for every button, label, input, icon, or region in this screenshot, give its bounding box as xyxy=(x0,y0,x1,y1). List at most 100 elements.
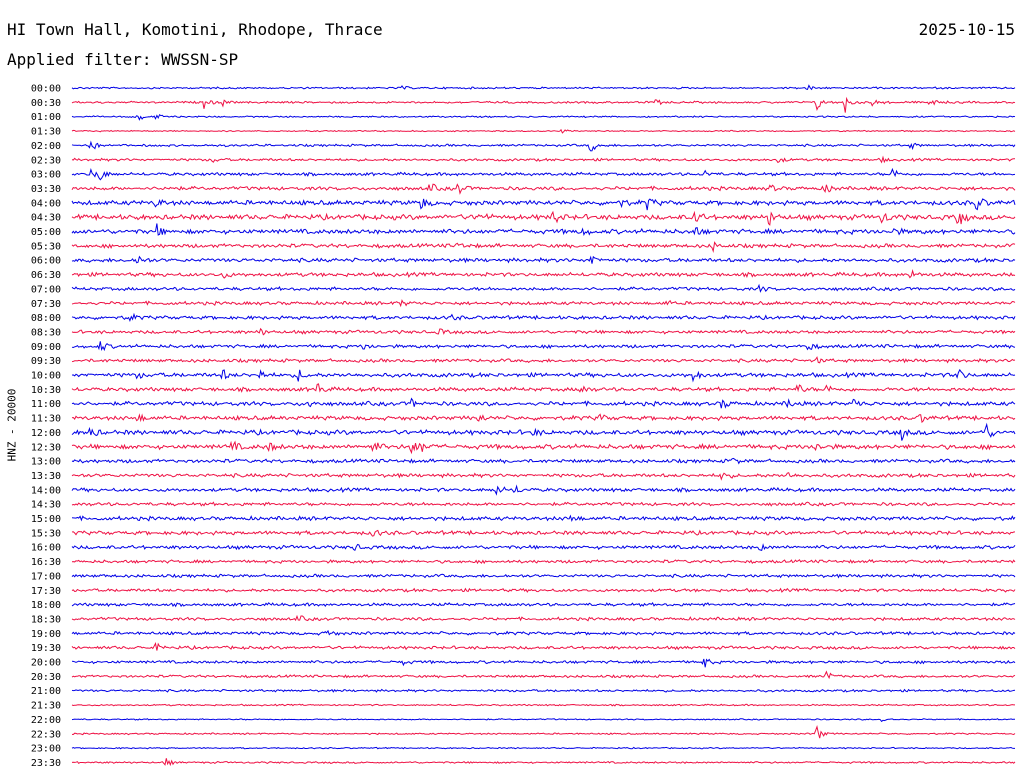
trace-2000 xyxy=(71,658,1016,668)
filter-label: Applied filter: WWSSN-SP xyxy=(7,50,239,69)
trace-2300 xyxy=(71,746,1015,750)
trace-0500 xyxy=(71,223,1016,236)
time-label: 11:00 xyxy=(31,399,61,410)
trace-0630 xyxy=(71,269,1016,279)
time-label: 23:00 xyxy=(31,744,61,755)
time-label: 16:00 xyxy=(31,543,61,554)
trace-1600 xyxy=(71,543,1016,552)
time-label: 00:00 xyxy=(31,84,61,95)
time-label: 11:30 xyxy=(31,414,61,425)
trace-0130 xyxy=(71,128,1016,134)
trace-1030 xyxy=(71,383,1016,393)
time-label: 20:30 xyxy=(31,672,61,683)
trace-1200 xyxy=(71,422,1016,441)
trace-1700 xyxy=(71,573,1016,579)
trace-1630 xyxy=(71,558,1016,565)
time-label: 02:30 xyxy=(31,155,61,166)
trace-2130 xyxy=(71,703,1015,707)
trace-0800 xyxy=(71,312,1016,322)
trace-2200 xyxy=(71,718,1015,723)
trace-1900 xyxy=(71,629,1016,636)
trace-2100 xyxy=(71,688,1016,693)
time-label: 21:00 xyxy=(31,686,61,697)
time-label: 19:30 xyxy=(31,643,61,654)
time-label: 15:00 xyxy=(31,514,61,525)
trace-1730 xyxy=(71,587,1016,593)
station-title: HI Town Hall, Komotini, Rhodope, Thrace xyxy=(7,20,383,39)
time-label: 09:30 xyxy=(31,356,61,367)
time-label: 04:00 xyxy=(31,198,61,209)
time-label: 22:00 xyxy=(31,715,61,726)
time-label: 07:00 xyxy=(31,284,61,295)
trace-1830 xyxy=(71,614,1016,622)
time-label: 03:00 xyxy=(31,170,61,181)
trace-0430 xyxy=(71,210,1016,226)
trace-1000 xyxy=(71,368,1016,383)
trace-0400 xyxy=(71,198,1016,211)
time-label: 17:00 xyxy=(31,571,61,582)
time-label: 07:30 xyxy=(31,299,61,310)
time-label: 18:00 xyxy=(31,600,61,611)
time-label: 06:30 xyxy=(31,270,61,281)
trace-1530 xyxy=(71,529,1016,537)
time-label: 01:30 xyxy=(31,127,61,138)
trace-0730 xyxy=(71,299,1016,308)
trace-0330 xyxy=(71,183,1016,195)
time-label: 19:00 xyxy=(31,629,61,640)
time-label: 13:00 xyxy=(31,457,61,468)
trace-1400 xyxy=(71,484,1016,496)
trace-1930 xyxy=(71,642,1016,651)
trace-0900 xyxy=(71,341,1016,352)
time-label: 08:00 xyxy=(31,313,61,324)
time-label: 15:30 xyxy=(31,528,61,539)
time-label: 17:30 xyxy=(31,586,61,597)
time-label: 23:30 xyxy=(31,758,61,769)
trace-0200 xyxy=(71,140,1016,152)
trace-2330 xyxy=(71,758,1016,767)
time-label: 18:30 xyxy=(31,614,61,625)
time-label: 12:00 xyxy=(31,428,61,439)
date-label: 2025-10-15 xyxy=(918,20,1015,39)
time-label: 08:30 xyxy=(31,327,61,338)
time-label: 21:30 xyxy=(31,701,61,712)
trace-1330 xyxy=(71,472,1016,481)
trace-2230 xyxy=(71,725,1016,739)
trace-0230 xyxy=(71,155,1016,164)
trace-1100 xyxy=(71,397,1016,409)
trace-0600 xyxy=(71,255,1016,264)
time-label: 14:00 xyxy=(31,485,61,496)
time-label: 13:30 xyxy=(31,471,61,482)
trace-0930 xyxy=(71,356,1016,364)
trace-1130 xyxy=(71,413,1016,424)
trace-1430 xyxy=(71,501,1016,507)
time-label: 03:30 xyxy=(31,184,61,195)
trace-1800 xyxy=(71,601,1016,608)
trace-2030 xyxy=(71,670,1016,680)
trace-0700 xyxy=(71,283,1016,293)
time-label: 01:00 xyxy=(31,112,61,123)
trace-1500 xyxy=(71,514,1016,523)
time-label: 06:00 xyxy=(31,256,61,267)
time-label: 12:30 xyxy=(31,442,61,453)
time-label: 05:00 xyxy=(31,227,61,238)
time-label: 02:00 xyxy=(31,141,61,152)
trace-1230 xyxy=(71,440,1016,455)
time-label: 20:00 xyxy=(31,658,61,669)
time-label: 00:30 xyxy=(31,98,61,109)
time-label: 10:00 xyxy=(31,371,61,382)
trace-0100 xyxy=(71,113,1016,121)
time-label: 04:30 xyxy=(31,213,61,224)
trace-1300 xyxy=(71,457,1016,465)
trace-0830 xyxy=(71,327,1016,336)
trace-0000 xyxy=(71,84,1016,91)
trace-0300 xyxy=(71,167,1016,181)
time-label: 22:30 xyxy=(31,729,61,740)
time-label: 10:30 xyxy=(31,385,61,396)
time-label: 16:30 xyxy=(31,557,61,568)
time-label: 05:30 xyxy=(31,241,61,252)
time-label: 09:00 xyxy=(31,342,61,353)
time-label: 14:30 xyxy=(31,500,61,511)
trace-0030 xyxy=(71,96,1016,113)
trace-0530 xyxy=(71,241,1016,253)
